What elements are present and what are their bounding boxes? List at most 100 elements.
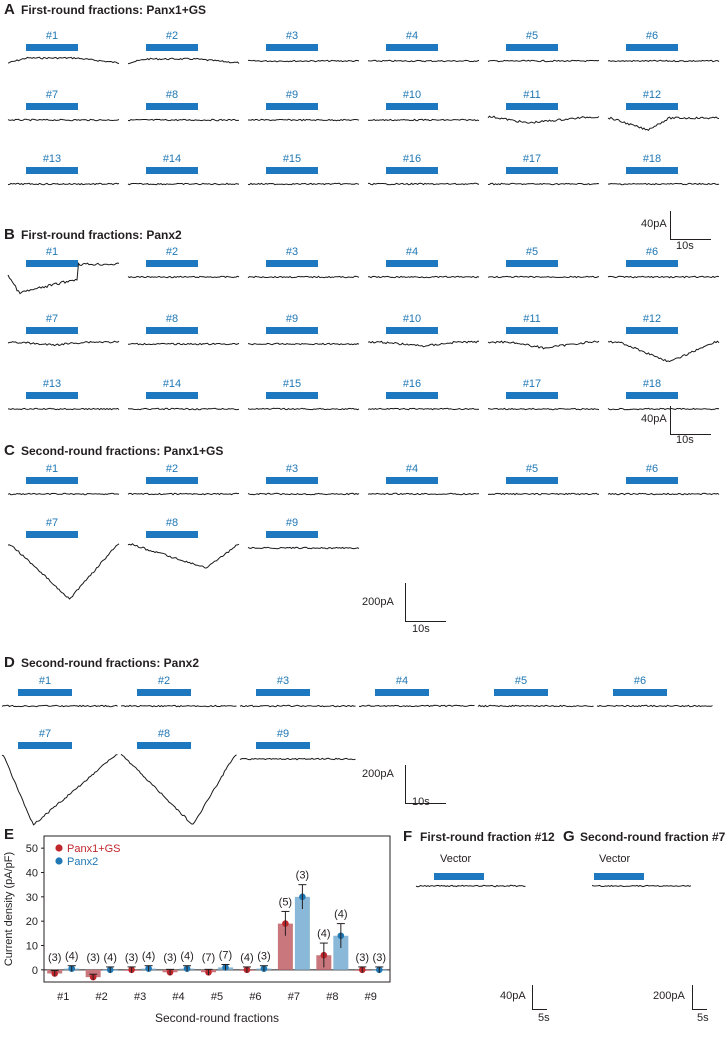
fraction-label: #1 [45,246,59,258]
fraction-label: #12 [642,89,662,101]
panel-b-scalebar [670,406,711,435]
x-tick-label: #9 [365,991,377,1003]
fraction-label: #4 [405,30,419,42]
application-bar [506,327,558,334]
fraction-label: #2 [165,246,179,258]
panel-c-scalebar [405,583,446,622]
fraction-label: #13 [42,153,62,165]
panel-c-title: Second-round fractions: Panx1+GS [21,444,224,458]
panel-f-scale-y: 40pA [500,990,526,1002]
fraction-label: #15 [282,153,302,165]
application-bar [266,392,318,399]
panel-f-vector-label: Vector [440,853,472,865]
panel-f-application-bar [434,873,484,880]
current-trace [596,704,713,708]
panel-a-letter: A [4,1,15,18]
fraction-label: #5 [514,675,528,687]
application-bar [386,260,438,267]
panel-f-letter: F [403,828,413,845]
application-bar [18,742,72,749]
panel-g-scale-x: 5s [697,1012,709,1024]
x-tick-label: #5 [211,991,223,1003]
panel-f-title: First-round fraction #12 [420,830,555,844]
application-bar [146,531,198,538]
panel-d-scale-y: 200pA [362,768,394,780]
fraction-label: #8 [165,517,179,529]
application-bar [256,689,310,696]
panel-g-trace [591,884,692,888]
current-trace [7,118,120,122]
application-bar [506,44,558,51]
fraction-label: #9 [285,517,299,529]
fraction-label: #7 [45,89,59,101]
panel-a-title: First-round fractions: Panx1+GS [21,3,207,17]
current-trace [487,407,600,411]
fraction-label: #16 [402,378,422,390]
panel-g-letter: G [563,828,575,845]
fraction-label: #2 [165,30,179,42]
fraction-label: #18 [642,378,662,390]
panel-d-scale-x: 10s [412,796,430,808]
sample-size-label: (3) [48,952,61,964]
current-trace [239,757,356,761]
application-bar [626,477,678,484]
panel-e-letter: E [4,826,15,843]
legend-label: Panx2 [67,856,98,868]
application-bar [146,477,198,484]
application-bar [146,260,198,267]
fraction-label: #6 [645,246,659,258]
fraction-label: #6 [645,30,659,42]
y-tick-label: 20 [26,916,38,928]
panel-a-scalebar [670,211,711,240]
plot-frame [43,835,391,983]
fraction-label: #3 [285,246,299,258]
fraction-label: #2 [165,463,179,475]
current-trace [120,753,237,825]
application-bar [386,327,438,334]
current-trace [248,118,360,122]
legend-label: Panx1+GS [67,843,121,855]
current-trace [358,704,475,708]
current-trace [7,340,120,347]
fraction-label: #6 [645,463,659,475]
current-trace [248,59,360,63]
x-tick-label: #1 [57,991,69,1003]
y-tick-label: 10 [26,941,38,953]
sample-size-label: (4) [142,951,155,963]
application-bar [626,44,678,51]
fraction-label: #9 [285,313,299,325]
application-bar [26,531,78,538]
current-trace [127,182,240,186]
application-bar [386,44,438,51]
legend-marker [55,844,63,852]
panel-c-scale-x: 10s [412,623,430,635]
application-bar [266,477,318,484]
application-bar [626,103,678,110]
y-axis-label: Current density (pA/pF) [3,852,15,966]
panel-g-title: Second-round fraction #7 [580,830,725,844]
x-tick-label: #7 [288,991,300,1003]
current-trace [7,492,120,496]
current-trace [120,704,237,708]
current-trace [367,118,480,122]
fraction-label: #7 [45,313,59,325]
fraction-label: #7 [45,517,59,529]
x-tick-label: #3 [134,991,146,1003]
application-bar [266,327,318,334]
application-bar [266,531,318,538]
application-bar [266,167,318,174]
x-axis-label: Second-round fractions [155,1011,279,1025]
fraction-label: #1 [45,30,59,42]
current-trace [128,342,240,346]
application-bar [137,689,191,696]
application-bar [26,44,78,51]
application-bar [26,327,78,334]
fraction-label: #15 [282,378,302,390]
application-bar [506,477,558,484]
panel-f-scale-x: 5s [538,1012,550,1024]
application-bar [266,44,318,51]
x-tick-label: #6 [249,991,261,1003]
application-bar [146,392,198,399]
current-density-chart: 0 10 20 30 40 50 Current density (pA/pF) Second… [3,835,391,1025]
fraction-label: #5 [525,246,539,258]
